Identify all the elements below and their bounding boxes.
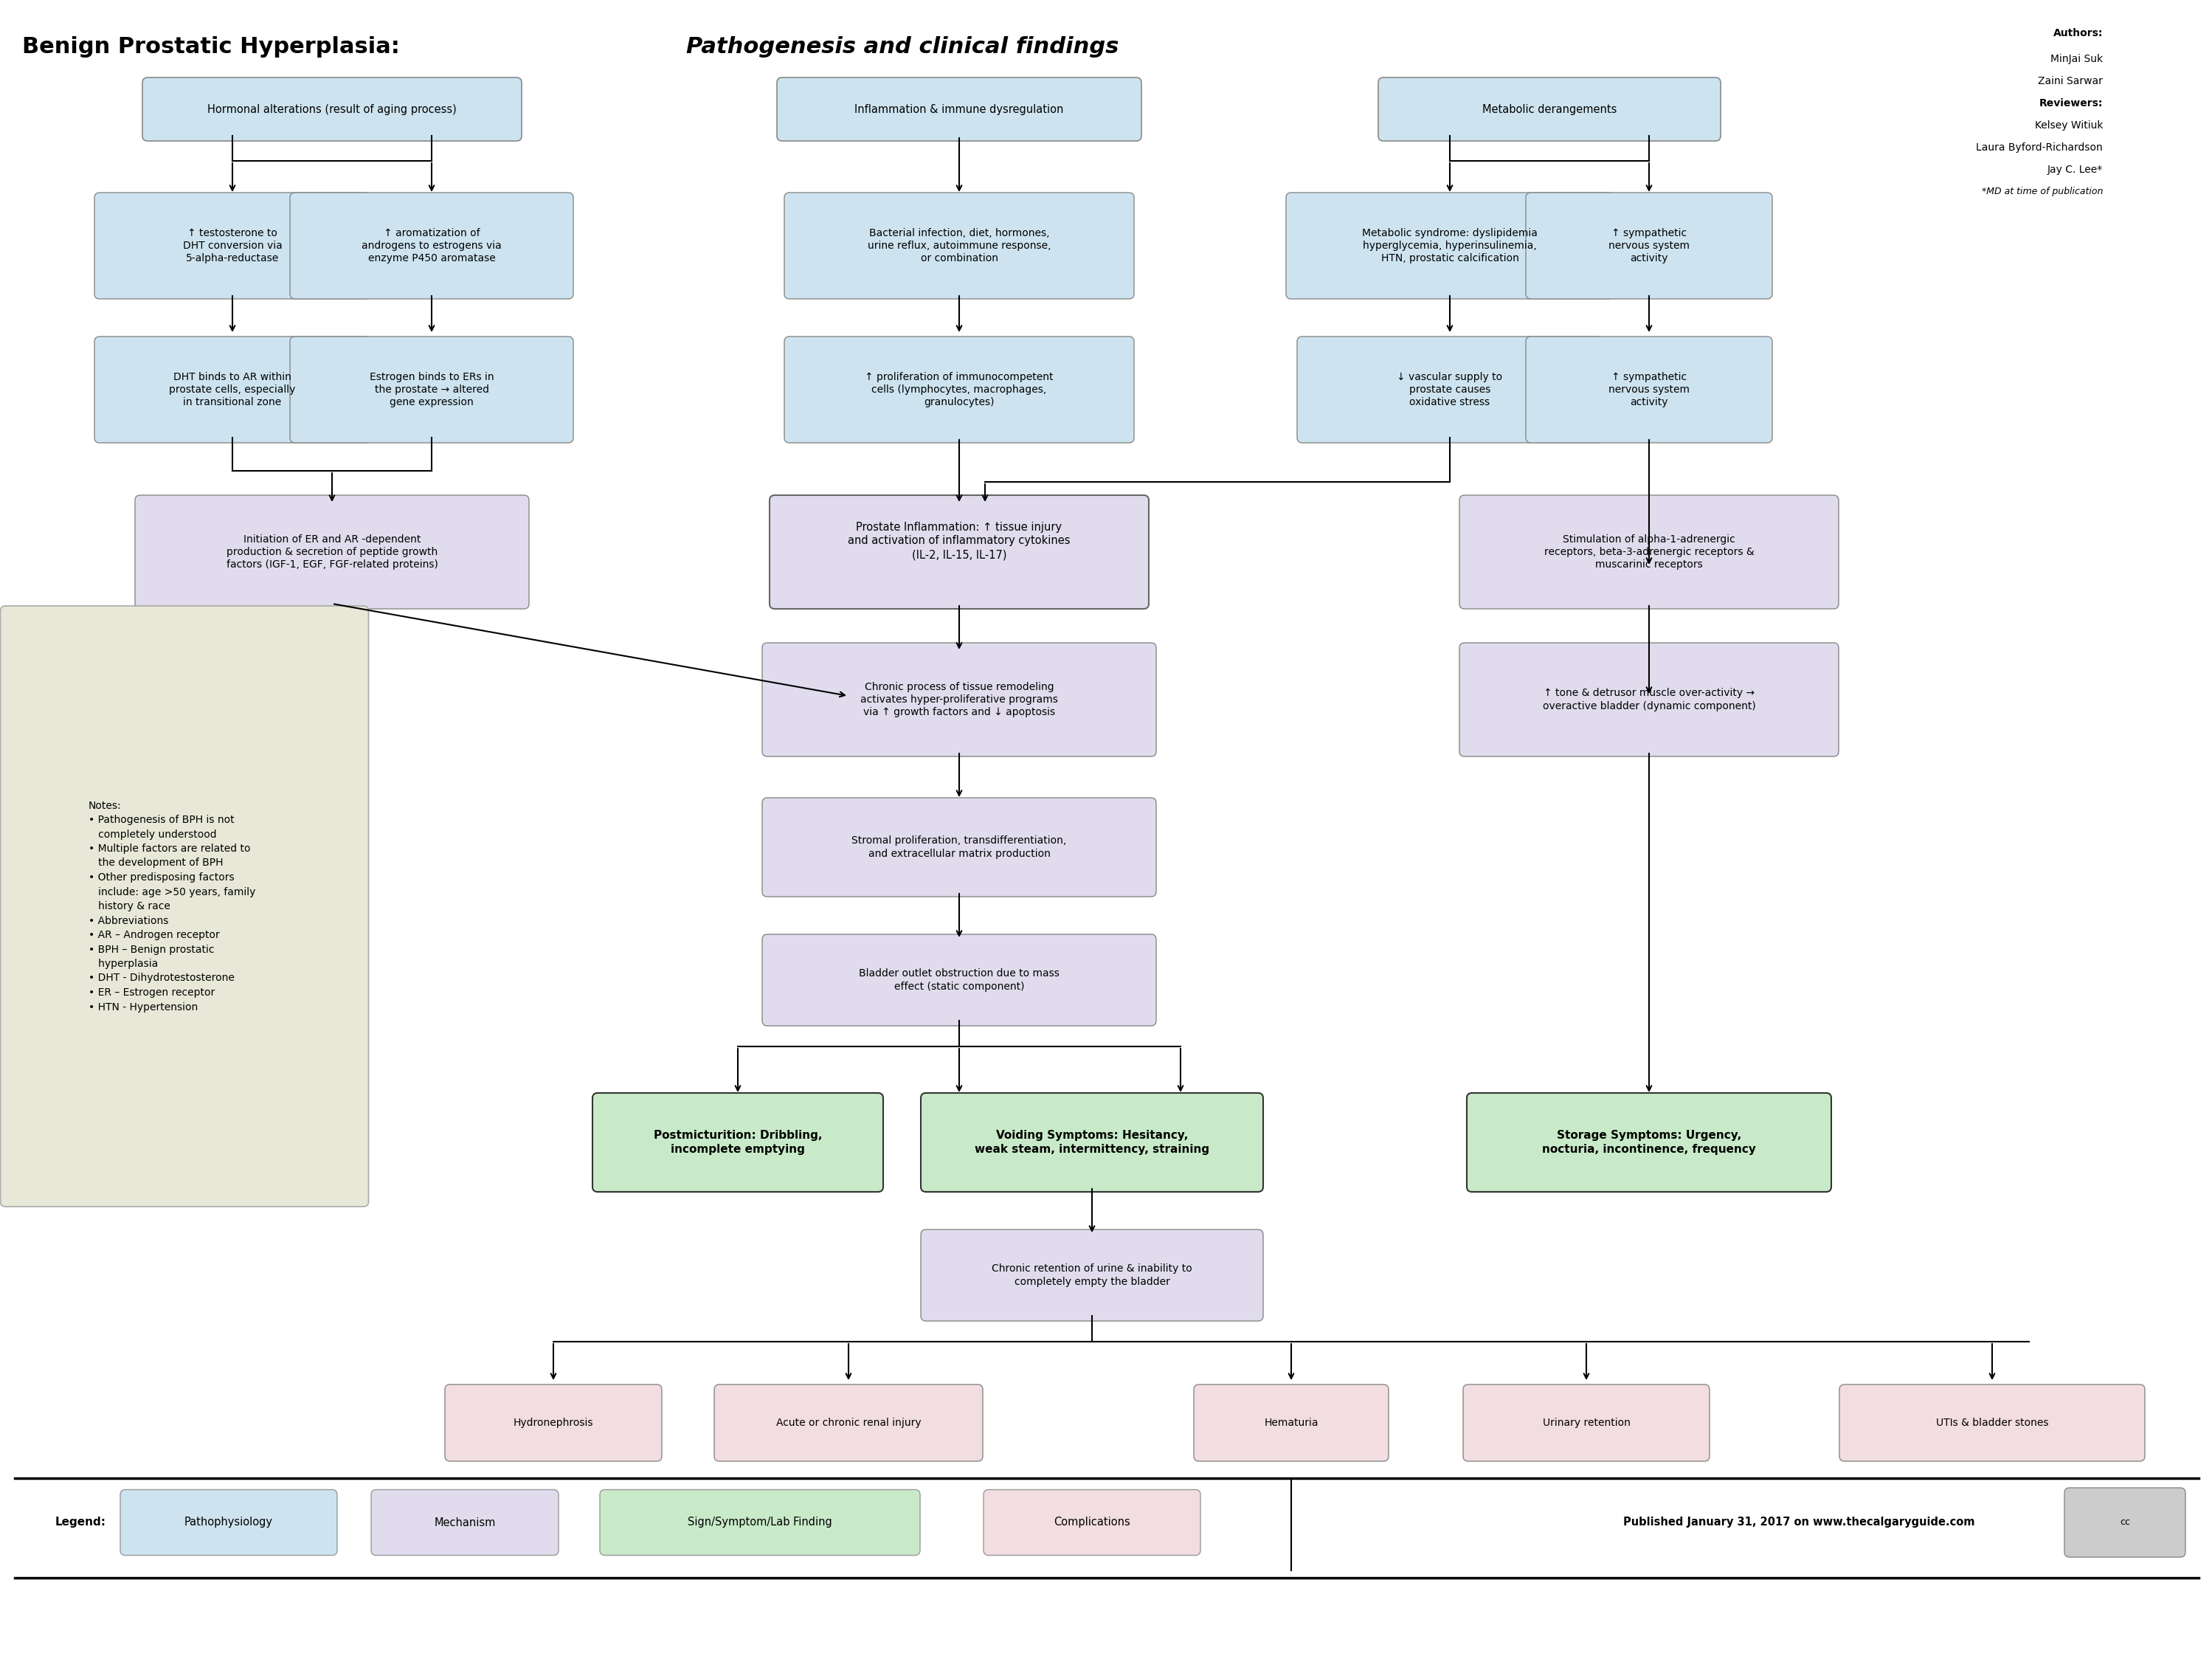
Text: Benign Prostatic Hyperplasia:: Benign Prostatic Hyperplasia: [22, 36, 407, 56]
FancyBboxPatch shape [920, 1093, 1263, 1191]
Text: UTIs & bladder stones: UTIs & bladder stones [1936, 1418, 2048, 1428]
FancyBboxPatch shape [763, 934, 1157, 1025]
FancyBboxPatch shape [1460, 494, 1838, 609]
Text: Initiation of ER and AR -dependent
production & secretion of peptide growth
fact: Initiation of ER and AR -dependent produ… [226, 534, 438, 571]
Text: Acute or chronic renal injury: Acute or chronic renal injury [776, 1418, 920, 1428]
FancyBboxPatch shape [290, 337, 573, 443]
FancyBboxPatch shape [2064, 1488, 2185, 1558]
Text: Storage Symptoms: Urgency,
nocturia, incontinence, frequency: Storage Symptoms: Urgency, nocturia, inc… [1542, 1130, 1756, 1155]
FancyBboxPatch shape [1460, 642, 1838, 757]
Text: cc: cc [2119, 1518, 2130, 1528]
FancyBboxPatch shape [1840, 1385, 2146, 1462]
Text: MinJai Suk: MinJai Suk [2051, 53, 2104, 65]
FancyBboxPatch shape [95, 192, 369, 299]
FancyBboxPatch shape [1285, 192, 1613, 299]
Text: Chronic retention of urine & inability to
completely empty the bladder: Chronic retention of urine & inability t… [991, 1264, 1192, 1287]
Text: Mechanism: Mechanism [434, 1516, 495, 1528]
Text: Metabolic syndrome: dyslipidemia
hyperglycemia, hyperinsulinemia,
HTN, prostatic: Metabolic syndrome: dyslipidemia hypergl… [1363, 227, 1537, 264]
Text: ↑ sympathetic
nervous system
activity: ↑ sympathetic nervous system activity [1608, 372, 1690, 408]
FancyBboxPatch shape [920, 1229, 1263, 1321]
Text: Published January 31, 2017 on www.thecalgaryguide.com: Published January 31, 2017 on www.thecal… [1624, 1516, 1975, 1528]
FancyBboxPatch shape [785, 337, 1135, 443]
Text: DHT binds to AR within
prostate cells, especially
in transitional zone: DHT binds to AR within prostate cells, e… [168, 372, 296, 408]
FancyBboxPatch shape [290, 192, 573, 299]
FancyBboxPatch shape [1462, 1385, 1710, 1462]
Text: Stromal proliferation, transdifferentiation,
and extracellular matrix production: Stromal proliferation, transdifferentiat… [852, 836, 1066, 859]
Text: Voiding Symptoms: Hesitancy,
weak steam, intermittency, straining: Voiding Symptoms: Hesitancy, weak steam,… [975, 1130, 1210, 1155]
FancyBboxPatch shape [593, 1093, 883, 1191]
FancyBboxPatch shape [763, 642, 1157, 757]
Text: Kelsey Witiuk: Kelsey Witiuk [2035, 121, 2104, 131]
Text: Reviewers:: Reviewers: [2039, 98, 2104, 108]
Text: Pathogenesis and clinical findings: Pathogenesis and clinical findings [686, 36, 1119, 56]
Text: Chronic process of tissue remodeling
activates hyper-proliferative programs
via : Chronic process of tissue remodeling act… [860, 682, 1057, 718]
Text: Laura Byford-Richardson: Laura Byford-Richardson [1975, 143, 2104, 153]
Text: Bladder outlet obstruction due to mass
effect (static component): Bladder outlet obstruction due to mass e… [858, 969, 1060, 992]
FancyBboxPatch shape [984, 1490, 1201, 1556]
FancyBboxPatch shape [599, 1490, 920, 1556]
FancyBboxPatch shape [135, 494, 529, 609]
FancyBboxPatch shape [95, 337, 369, 443]
Text: Postmicturition: Dribbling,
incomplete emptying: Postmicturition: Dribbling, incomplete e… [653, 1130, 823, 1155]
Text: Hormonal alterations (result of aging process): Hormonal alterations (result of aging pr… [208, 103, 456, 114]
Text: ↑ tone & detrusor muscle over-activity →
overactive bladder (dynamic component): ↑ tone & detrusor muscle over-activity →… [1542, 688, 1756, 712]
Text: Jay C. Lee*: Jay C. Lee* [2048, 164, 2104, 174]
FancyBboxPatch shape [1296, 337, 1601, 443]
Text: ↑ testosterone to
DHT conversion via
5-alpha-reductase: ↑ testosterone to DHT conversion via 5-a… [184, 227, 283, 264]
FancyBboxPatch shape [1194, 1385, 1389, 1462]
Text: ↑ sympathetic
nervous system
activity: ↑ sympathetic nervous system activity [1608, 227, 1690, 264]
FancyBboxPatch shape [776, 78, 1141, 141]
FancyBboxPatch shape [785, 192, 1135, 299]
Text: Authors:: Authors: [2053, 28, 2104, 38]
Text: Urinary retention: Urinary retention [1542, 1418, 1630, 1428]
FancyBboxPatch shape [0, 606, 369, 1206]
FancyBboxPatch shape [119, 1490, 336, 1556]
Text: Inflammation & immune dysregulation: Inflammation & immune dysregulation [854, 103, 1064, 114]
Text: Estrogen binds to ERs in
the prostate → altered
gene expression: Estrogen binds to ERs in the prostate → … [369, 372, 493, 408]
FancyBboxPatch shape [763, 798, 1157, 896]
Text: Metabolic derangements: Metabolic derangements [1482, 103, 1617, 114]
FancyBboxPatch shape [770, 494, 1148, 609]
Text: *MD at time of publication: *MD at time of publication [1982, 187, 2104, 196]
Text: Bacterial infection, diet, hormones,
urine reflux, autoimmune response,
or combi: Bacterial infection, diet, hormones, uri… [867, 227, 1051, 264]
FancyBboxPatch shape [1467, 1093, 1832, 1191]
Text: ↑ aromatization of
androgens to estrogens via
enzyme P450 aromatase: ↑ aromatization of androgens to estrogen… [361, 227, 502, 264]
Text: Hematuria: Hematuria [1263, 1418, 1318, 1428]
FancyBboxPatch shape [1526, 337, 1772, 443]
FancyBboxPatch shape [372, 1490, 560, 1556]
Text: Stimulation of alpha-1-adrenergic
receptors, beta-3-adrenergic receptors &
musca: Stimulation of alpha-1-adrenergic recept… [1544, 534, 1754, 571]
Text: Notes:
• Pathogenesis of BPH is not
   completely understood
• Multiple factors : Notes: • Pathogenesis of BPH is not comp… [88, 800, 257, 1012]
FancyBboxPatch shape [1526, 192, 1772, 299]
FancyBboxPatch shape [1378, 78, 1721, 141]
Text: Complications: Complications [1053, 1516, 1130, 1528]
FancyBboxPatch shape [142, 78, 522, 141]
Text: ↓ vascular supply to
prostate causes
oxidative stress: ↓ vascular supply to prostate causes oxi… [1398, 372, 1502, 408]
FancyBboxPatch shape [445, 1385, 661, 1462]
Text: Zaini Sarwar: Zaini Sarwar [2037, 76, 2104, 86]
Text: Pathophysiology: Pathophysiology [184, 1516, 272, 1528]
Text: Legend:: Legend: [55, 1516, 106, 1528]
FancyBboxPatch shape [714, 1385, 982, 1462]
Text: Sign/Symptom/Lab Finding: Sign/Symptom/Lab Finding [688, 1516, 832, 1528]
Text: ↑ proliferation of immunocompetent
cells (lymphocytes, macrophages,
granulocytes: ↑ proliferation of immunocompetent cells… [865, 372, 1053, 408]
Text: Prostate Inflammation: ↑ tissue injury
and activation of inflammatory cytokines
: Prostate Inflammation: ↑ tissue injury a… [847, 521, 1071, 561]
Text: Hydronephrosis: Hydronephrosis [513, 1418, 593, 1428]
